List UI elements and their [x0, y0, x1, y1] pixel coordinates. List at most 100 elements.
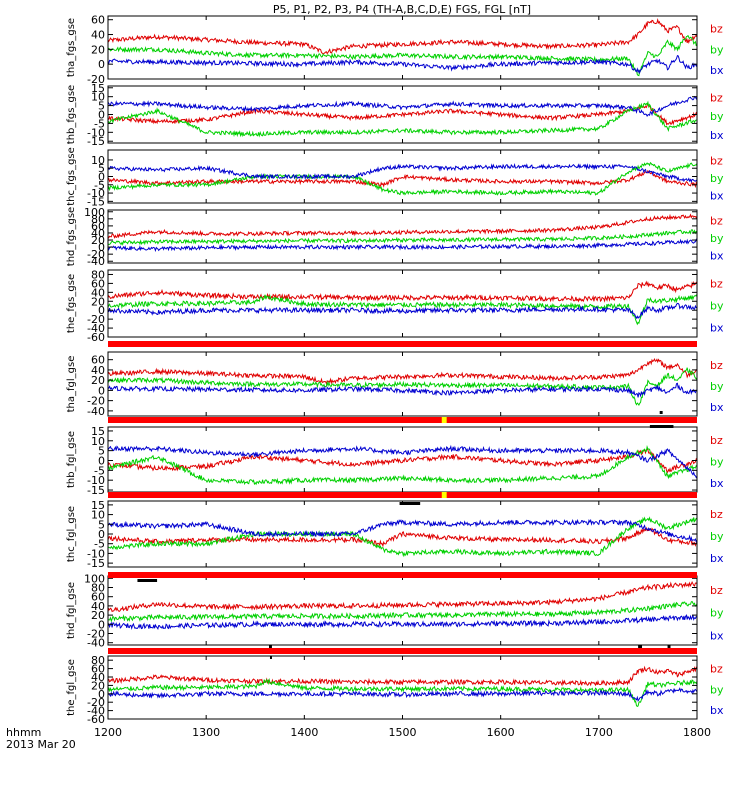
- y-tick-label: 0: [98, 528, 105, 541]
- y-tick-label: -40: [87, 405, 105, 418]
- y-tick-label: -5: [94, 464, 105, 477]
- legend-label-bz: bz: [710, 508, 723, 521]
- y-tick-label: 20: [91, 234, 105, 247]
- series-line-bz: [108, 213, 697, 239]
- y-tick-label: -15: [87, 135, 105, 148]
- status-tick: [667, 645, 671, 648]
- legend-label-by: by: [710, 455, 724, 468]
- status-tick: [638, 645, 643, 648]
- series-line-bx: [108, 382, 697, 398]
- y-tick-label: 60: [91, 14, 105, 27]
- status-bar: [108, 648, 697, 654]
- panel-traces: [108, 161, 697, 197]
- y-tick-label: 80: [91, 213, 105, 226]
- y-tick-label: 0: [98, 384, 105, 397]
- y-tick-label: -40: [87, 637, 105, 650]
- y-tick-label: -10: [87, 126, 105, 139]
- legend-label-by: by: [710, 607, 724, 620]
- panel-traces: [108, 95, 697, 138]
- series-line-bx: [108, 687, 697, 703]
- y-tick-label: 40: [91, 227, 105, 240]
- legend-label-bx: bx: [710, 552, 724, 565]
- series-line-bx: [108, 614, 697, 631]
- x-tick-label: 1600: [487, 726, 515, 739]
- panel-frame: [107, 149, 698, 204]
- legend-label-by: by: [710, 232, 724, 245]
- y-tick-label: 20: [91, 679, 105, 692]
- y-tick-label: 40: [91, 286, 105, 299]
- y-tick-label: 10: [91, 91, 105, 104]
- y-tick-label: -10: [87, 474, 105, 487]
- panel-traces: [108, 213, 697, 253]
- y-tick-label: 0: [98, 58, 105, 71]
- panel-frame: [107, 269, 698, 338]
- legend-label-by: by: [710, 530, 724, 543]
- y-tick-label: 15: [91, 82, 105, 95]
- series-line-by: [108, 294, 697, 326]
- legend-label-bx: bx: [710, 629, 724, 642]
- panel-traces: [108, 357, 697, 406]
- y-tick-label: 10: [91, 435, 105, 448]
- series-line-by: [108, 100, 697, 138]
- y-tick-label: 0: [98, 618, 105, 631]
- y-tick-label: -60: [87, 331, 105, 344]
- y-tick-label: -40: [87, 322, 105, 335]
- y-tick-label: 80: [91, 268, 105, 281]
- y-tick-label: -5: [94, 538, 105, 551]
- series-line-by: [108, 516, 697, 558]
- y-tick-label: 5: [98, 100, 105, 113]
- legend-label-bx: bx: [710, 250, 724, 263]
- legend-label-by: by: [710, 683, 724, 696]
- y-axis-label: thc_fgl_gse: [66, 506, 77, 562]
- legend-label-bx: bx: [710, 190, 724, 203]
- y-tick-label: 40: [91, 29, 105, 42]
- y-tick-label: 40: [91, 671, 105, 684]
- status-tick: [399, 502, 421, 505]
- series-line-by: [108, 677, 697, 708]
- y-tick-label: 80: [91, 654, 105, 667]
- legend-label-bx: bx: [710, 477, 724, 490]
- series-line-bx: [108, 302, 697, 320]
- series-line-bz: [108, 169, 697, 189]
- y-tick-label: 15: [91, 499, 105, 512]
- y-tick-label: 20: [91, 43, 105, 56]
- status-tick: [649, 425, 674, 428]
- y-tick-label: -15: [87, 484, 105, 497]
- series-line-bx: [108, 238, 697, 253]
- legend-label-bz: bz: [710, 215, 723, 228]
- y-tick-label: 60: [91, 354, 105, 367]
- y-axis-label: tha_fgs_gse: [66, 18, 77, 77]
- x-tick-label: 1300: [192, 726, 220, 739]
- x-axis-label-line2: 2013 Mar 20: [6, 738, 76, 751]
- legend-label-bx: bx: [710, 64, 724, 77]
- panel-frame: [107, 15, 698, 80]
- y-tick-label: 60: [91, 663, 105, 676]
- y-tick-label: -15: [87, 557, 105, 570]
- y-axis-label: the_fgs_gse: [66, 274, 77, 333]
- status-marker: [441, 492, 447, 498]
- status-bar: [108, 341, 697, 347]
- legend-label-by: by: [710, 110, 724, 123]
- status-tick: [137, 579, 158, 582]
- series-line-by: [108, 367, 697, 406]
- y-tick-label: 60: [91, 277, 105, 290]
- y-tick-label: -40: [87, 705, 105, 718]
- legend-label-by: by: [710, 300, 724, 313]
- legend-label-bz: bz: [710, 584, 723, 597]
- y-tick-label: 0: [98, 241, 105, 254]
- legend-label-by: by: [710, 172, 724, 185]
- y-tick-label: -10: [87, 187, 105, 200]
- y-tick-label: 20: [91, 295, 105, 308]
- series-line-bz: [108, 103, 697, 126]
- status-marker: [441, 417, 447, 423]
- y-tick-label: -20: [87, 313, 105, 326]
- status-tick: [268, 645, 272, 648]
- status-bar: [108, 572, 697, 578]
- y-tick-label: -20: [87, 696, 105, 709]
- x-tick-label: 1800: [683, 726, 711, 739]
